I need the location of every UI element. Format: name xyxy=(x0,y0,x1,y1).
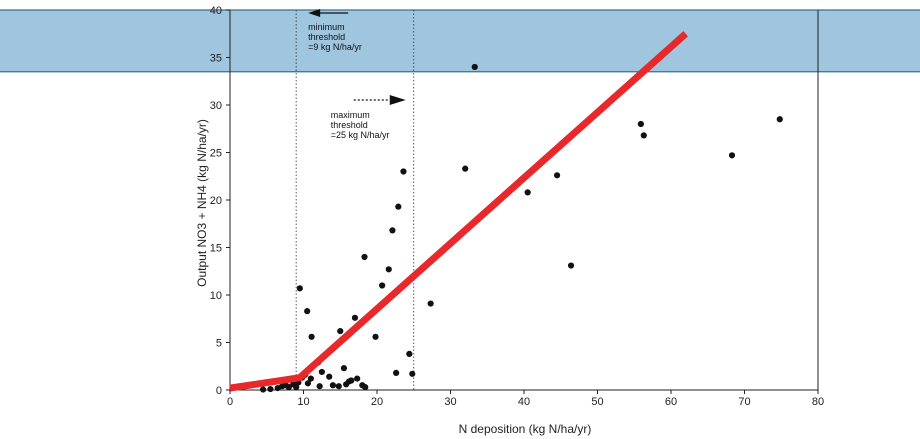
data-point xyxy=(362,384,369,391)
x-tick-label: 30 xyxy=(444,396,456,408)
x-axis-title: N deposition (kg N/ha/yr) xyxy=(459,422,592,436)
y-tick-label: 5 xyxy=(216,338,222,350)
data-point xyxy=(409,370,416,377)
data-point xyxy=(259,386,267,393)
data-point xyxy=(395,203,402,210)
threshold-annotation-line: threshold xyxy=(331,120,368,130)
data-point xyxy=(728,152,736,159)
data-point xyxy=(304,380,312,387)
data-point xyxy=(361,253,368,261)
data-point xyxy=(345,378,353,385)
data-point xyxy=(308,333,315,340)
y-tick-label: 15 xyxy=(210,243,222,255)
x-tick-label: 70 xyxy=(738,396,750,408)
y-tick-label: 0 xyxy=(216,385,222,397)
data-point xyxy=(567,262,575,269)
data-point xyxy=(326,373,333,380)
data-point xyxy=(285,384,292,391)
x-tick-label: 80 xyxy=(812,396,824,408)
data-point xyxy=(337,328,344,335)
data-point xyxy=(400,168,407,175)
data-point xyxy=(553,172,561,179)
data-point xyxy=(293,384,300,391)
data-point xyxy=(354,375,361,382)
threshold-arrow-head xyxy=(308,9,321,17)
data-point xyxy=(406,350,413,357)
y-axis-title: Output NO3 + NH4 (kg N/ha/yr) xyxy=(195,119,209,287)
x-tick-label: 10 xyxy=(297,396,309,408)
data-point xyxy=(640,132,647,139)
data-point xyxy=(267,385,274,393)
threshold-annotation-line: minimum xyxy=(308,22,345,32)
data-point xyxy=(296,285,303,292)
data-point xyxy=(471,63,478,71)
data-point xyxy=(393,369,400,376)
data-point xyxy=(329,382,336,389)
data-point xyxy=(385,266,392,273)
data-point xyxy=(316,383,323,390)
y-tick-label: 40 xyxy=(210,5,222,17)
highlight-band xyxy=(0,10,920,72)
data-point xyxy=(307,375,314,382)
threshold-annotation-line: maximum xyxy=(331,110,370,120)
x-tick-label: 60 xyxy=(665,396,677,408)
y-tick-label: 20 xyxy=(210,195,222,207)
y-tick-label: 25 xyxy=(210,148,222,160)
y-tick-label: 35 xyxy=(210,53,222,65)
data-point xyxy=(340,365,348,372)
threshold-annotation-line: threshold xyxy=(308,32,345,42)
data-point xyxy=(637,120,644,128)
data-point xyxy=(335,383,342,390)
data-point xyxy=(776,116,783,123)
threshold-annotation-line: =9 kg N/ha/yr xyxy=(308,42,362,52)
data-point xyxy=(427,300,434,307)
trend-line xyxy=(229,31,689,392)
data-point xyxy=(524,189,531,196)
x-tick-label: 0 xyxy=(227,396,233,408)
data-point xyxy=(318,368,325,376)
y-tick-label: 10 xyxy=(210,290,222,302)
data-point xyxy=(379,282,386,289)
data-point xyxy=(351,314,359,321)
threshold-arrow-head xyxy=(389,95,406,105)
x-tick-label: 50 xyxy=(591,396,603,408)
x-tick-label: 20 xyxy=(371,396,383,408)
data-point xyxy=(389,227,396,234)
x-tick-label: 40 xyxy=(518,396,530,408)
threshold-annotation-line: =25 kg N/ha/yr xyxy=(331,130,390,140)
data-point xyxy=(304,308,311,315)
data-point xyxy=(462,165,469,172)
data-point xyxy=(372,333,379,340)
y-tick-label: 30 xyxy=(210,100,222,112)
